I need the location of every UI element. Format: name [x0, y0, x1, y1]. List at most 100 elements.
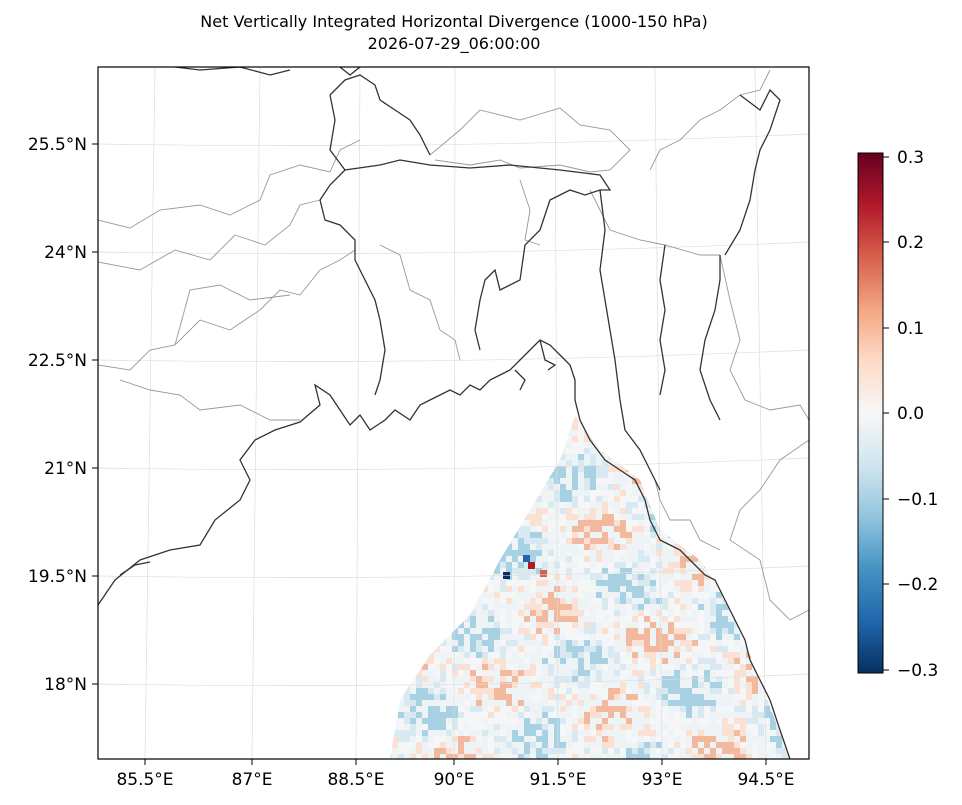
field-cell — [626, 670, 632, 676]
field-cell — [680, 706, 686, 712]
field-cell — [764, 730, 770, 736]
field-cell — [776, 736, 782, 742]
field-cell — [398, 748, 404, 754]
lon-tick-label: 93°E — [642, 770, 683, 790]
field-cell — [644, 568, 650, 574]
field-cell — [578, 568, 584, 574]
field-cell — [608, 610, 614, 616]
field-cell — [656, 610, 662, 616]
field-cell — [662, 646, 668, 652]
field-cell — [644, 496, 650, 502]
field-cell — [404, 730, 410, 736]
field-cell — [548, 526, 554, 532]
field-cell — [572, 466, 578, 472]
field-cell — [692, 634, 698, 640]
field-cell — [482, 604, 488, 610]
field-cell — [596, 748, 602, 754]
field-cell — [500, 586, 506, 592]
field-cell — [542, 634, 548, 640]
field-cell — [632, 592, 638, 598]
field-cell — [590, 622, 596, 628]
field-cell — [602, 688, 608, 694]
field-cell — [530, 610, 536, 616]
field-cell — [620, 502, 626, 508]
field-cell — [674, 592, 680, 598]
field-cell — [566, 718, 572, 724]
field-cell — [500, 736, 506, 742]
field-cell — [488, 574, 494, 580]
field-cell — [590, 496, 596, 502]
field-cell — [542, 622, 548, 628]
field-cell — [614, 550, 620, 556]
field-cell — [404, 736, 410, 742]
field-cell — [542, 610, 548, 616]
field-cell — [554, 712, 560, 718]
field-cell — [566, 754, 572, 759]
field-cell — [620, 508, 626, 514]
field-cell — [482, 724, 488, 730]
field-cell — [710, 748, 716, 754]
field-cell — [506, 550, 512, 556]
field-cell — [494, 622, 500, 628]
field-cell — [710, 580, 716, 586]
field-cell — [752, 754, 758, 759]
field-cell — [434, 706, 440, 712]
field-cell — [626, 706, 632, 712]
field-cell — [656, 688, 662, 694]
field-cell — [554, 688, 560, 694]
field-cell — [584, 544, 590, 550]
field-cell — [626, 616, 632, 622]
field-cell — [704, 736, 710, 742]
field-cell — [662, 610, 668, 616]
field-cell — [644, 616, 650, 622]
field-cell — [536, 754, 542, 759]
field-cell — [656, 712, 662, 718]
field-cell — [668, 592, 674, 598]
field-cell — [770, 724, 776, 730]
field-cell — [452, 682, 458, 688]
field-cell — [548, 472, 554, 478]
field-cell — [548, 634, 554, 640]
field-cell — [596, 490, 602, 496]
field-cell — [716, 634, 722, 640]
field-cell — [452, 634, 458, 640]
field-cell — [482, 598, 488, 604]
field-cell — [602, 628, 608, 634]
field-cell — [674, 550, 680, 556]
field-cell — [692, 622, 698, 628]
field-cell — [476, 682, 482, 688]
field-cell — [560, 496, 566, 502]
field-cell — [650, 526, 656, 532]
field-cell — [512, 736, 518, 742]
field-cell — [656, 700, 662, 706]
field-cell — [590, 646, 596, 652]
field-cell — [698, 628, 704, 634]
field-cell — [566, 694, 572, 700]
field-cell — [512, 646, 518, 652]
field-cell — [548, 748, 554, 754]
field-cell — [524, 604, 530, 610]
field-cell — [704, 712, 710, 718]
field-cell-strong — [540, 570, 547, 577]
field-cell — [590, 460, 596, 466]
field-cell — [578, 634, 584, 640]
field-cell — [590, 574, 596, 580]
field-cell — [734, 682, 740, 688]
field-cell — [560, 562, 566, 568]
field-cell — [698, 604, 704, 610]
field-cell — [458, 706, 464, 712]
field-cell — [698, 754, 704, 759]
field-cell — [560, 574, 566, 580]
field-cell — [668, 562, 674, 568]
field-cell — [614, 466, 620, 472]
field-cell — [650, 514, 656, 520]
field-cell — [548, 598, 554, 604]
field-cell — [590, 706, 596, 712]
field-cell — [740, 754, 746, 759]
field-cell — [632, 604, 638, 610]
field-cell — [560, 754, 566, 759]
field-cell — [602, 718, 608, 724]
field-cell — [554, 646, 560, 652]
field-cell — [506, 544, 512, 550]
field-cell — [704, 676, 710, 682]
